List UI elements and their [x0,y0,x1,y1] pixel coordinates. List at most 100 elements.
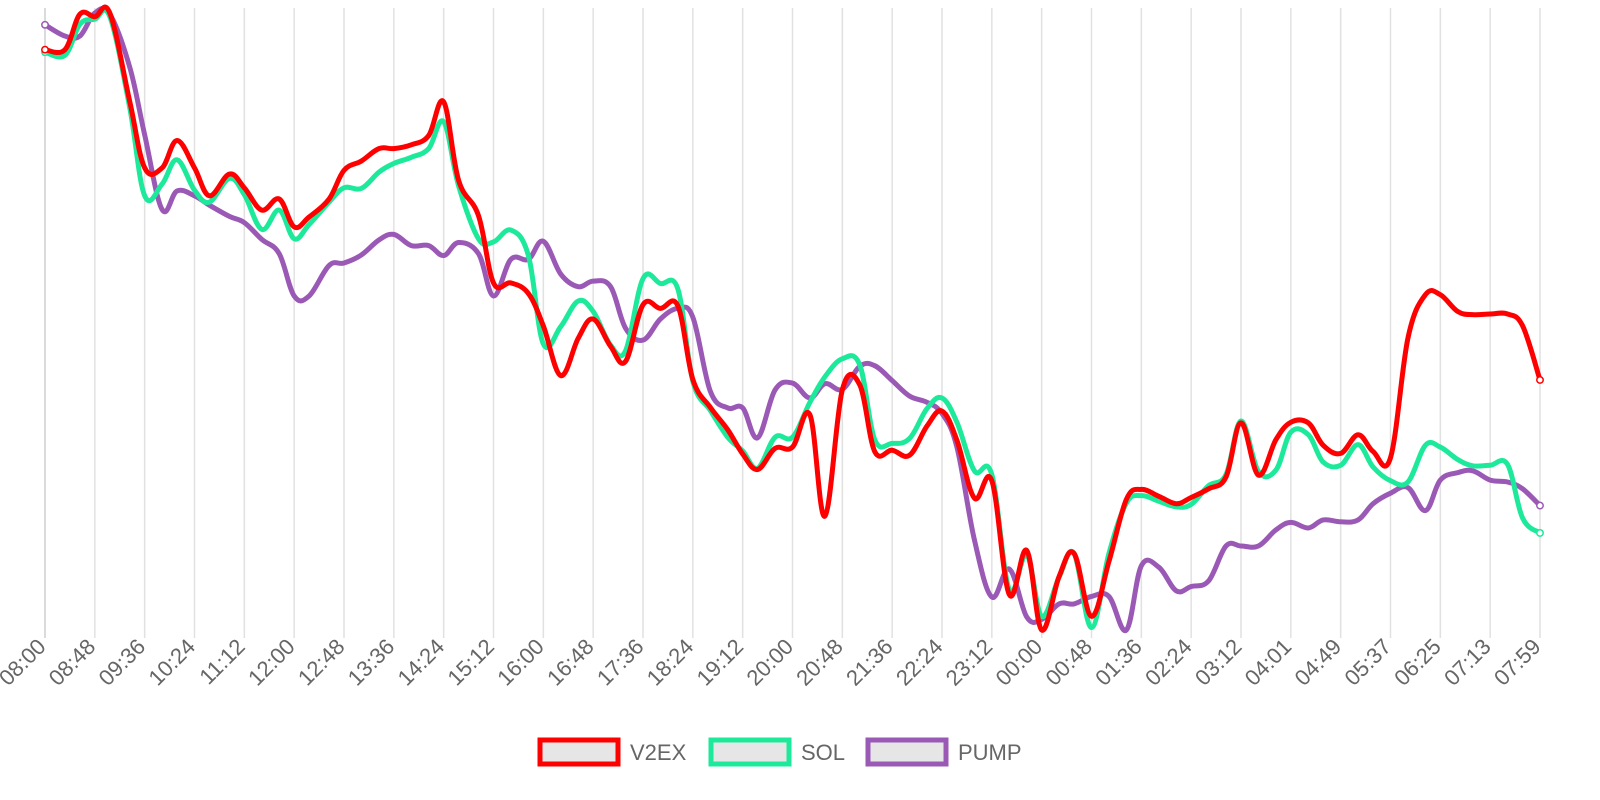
data-point-v2ex [1338,451,1343,456]
data-point-v2ex [1223,474,1229,480]
data-point-pump [640,337,646,343]
x-tick-label: 00:00 [991,634,1048,691]
data-point-pump [508,257,514,262]
data-point-pump [1124,627,1129,633]
data-point-pump [708,388,713,394]
data-point-sol [359,186,364,191]
data-point-pump [242,220,247,225]
data-point-sol [807,400,813,405]
data-point-pump [541,239,546,244]
data-point-sol [790,434,795,440]
data-point-v2ex [1256,472,1261,478]
data-point-sol [1405,479,1411,485]
data-point-pump [872,363,877,368]
data-point-pump [889,378,895,383]
data-point-v2ex [989,478,995,483]
data-point-v2ex [675,303,681,309]
data-point-v2ex [690,377,696,382]
legend-item-sol[interactable]: SOL [708,737,845,767]
data-point-sol [277,207,282,213]
series-group [41,4,1544,633]
data-point-v2ex [476,213,481,218]
data-point-pump [491,293,496,299]
data-point-v2ex [526,291,531,296]
data-point-sol [590,309,596,314]
data-point-v2ex [1388,455,1393,460]
data-point-sol [526,253,531,258]
data-point-sol [907,436,912,441]
data-point-v2ex [159,165,165,171]
data-point-v2ex [541,323,546,329]
data-point-v2ex [77,12,83,17]
data-point-v2ex [658,306,663,311]
data-point-pump [1487,477,1493,483]
data-point-sol [1455,457,1460,462]
data-point-sol [1487,462,1493,468]
data-point-pump [590,278,596,284]
data-point-pump [972,537,977,543]
data-point-v2ex [1321,443,1326,448]
x-tick-label: 02:24 [1140,634,1197,691]
data-point-pump [725,405,730,411]
data-point-sol [954,420,960,425]
data-point-pump [989,594,995,600]
data-point-sol [640,276,646,281]
data-point-pump [1056,601,1062,607]
data-point-v2ex [872,449,877,454]
legend-item-v2ex[interactable]: V2EX [537,737,687,767]
data-point-v2ex [277,196,282,202]
data-point-v2ex [409,142,414,148]
data-point-v2ex [608,344,613,349]
legend-swatch-v2ex [537,737,621,767]
data-point-sol [658,281,663,286]
data-point-v2ex [1273,437,1279,442]
data-point-sol [558,324,563,329]
x-tick-label: 01:36 [1090,634,1147,691]
data-point-sol [306,222,312,227]
data-point-sol [1355,442,1361,447]
data-point-sol [541,341,546,347]
data-point-v2ex [174,138,180,143]
data-point-pump [1355,517,1361,523]
data-point-v2ex [456,178,461,183]
x-tick-label: 03:12 [1190,634,1247,691]
data-point-v2ex [107,10,112,16]
x-tick-label: 18:24 [642,634,699,691]
data-point-pump [623,326,628,331]
data-point-sol [1370,464,1376,470]
data-point-pump [658,316,663,322]
data-point-pump [690,314,696,320]
x-tick-label: 00:48 [1040,634,1097,691]
data-point-sol [1520,515,1525,521]
data-point-sol [1306,432,1311,437]
data-point-pump [1024,614,1029,620]
legend-item-pump[interactable]: PUMP [865,737,1022,767]
data-point-v2ex [227,171,232,177]
x-axis-tick-labels: 08:0008:4809:3610:2411:1212:0012:4813:36… [0,634,1546,691]
legend[interactable]: V2EX SOL PUMP [537,737,1022,767]
data-point-sol [623,348,628,353]
data-point-pump [426,243,431,248]
data-point-pump [1188,584,1194,589]
x-tick-label: 06:25 [1389,634,1446,691]
data-point-pump [259,237,264,242]
data-point-v2ex [1056,574,1062,579]
data-point-v2ex [1174,501,1179,506]
data-point-v2ex [359,158,364,164]
data-point-sol [1438,444,1443,450]
data-point-sol [291,236,297,241]
data-point-sol [972,468,977,473]
data-point-sol [62,53,68,58]
data-point-v2ex [1024,548,1029,553]
x-tick-label: 12:48 [293,634,350,691]
data-point-pump [755,435,760,441]
data-point-v2ex [1487,311,1493,317]
data-point-sol [1039,614,1044,619]
vertical-grid [44,8,1541,638]
data-point-sol [1288,430,1294,435]
data-point-v2ex [725,427,730,432]
data-point-v2ex [1536,376,1544,384]
data-point-pump [1071,601,1077,607]
data-point-sol [259,227,264,232]
data-point-v2ex [907,453,912,458]
